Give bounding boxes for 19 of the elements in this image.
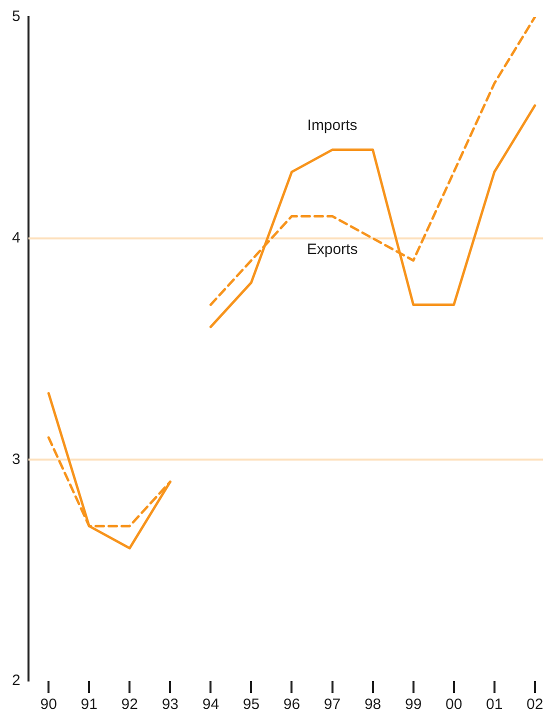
series-label: Imports	[307, 116, 358, 134]
y-tick-label: 5	[12, 8, 20, 26]
x-tick-label: 92	[121, 696, 138, 714]
x-tick-label: 90	[40, 696, 57, 714]
x-tick-label: 99	[404, 696, 422, 714]
x-tick-label: 91	[80, 696, 98, 714]
x-tick-label: 00	[446, 696, 462, 714]
x-tick-label: 02	[526, 696, 544, 714]
x-tick-label: 97	[324, 696, 341, 714]
y-tick-label: 2	[12, 672, 20, 690]
x-tick-label: 01	[486, 696, 503, 714]
x-tick-label: 95	[242, 696, 260, 714]
x-tick-label: 98	[364, 696, 382, 714]
y-tick-label: 3	[12, 450, 20, 468]
x-tick-label: 93	[162, 696, 179, 714]
series-label: Exports	[306, 241, 358, 258]
y-tick-label: 4	[12, 229, 20, 246]
x-tick-label: 96	[283, 696, 300, 714]
x-tick-label: 94	[202, 696, 220, 714]
